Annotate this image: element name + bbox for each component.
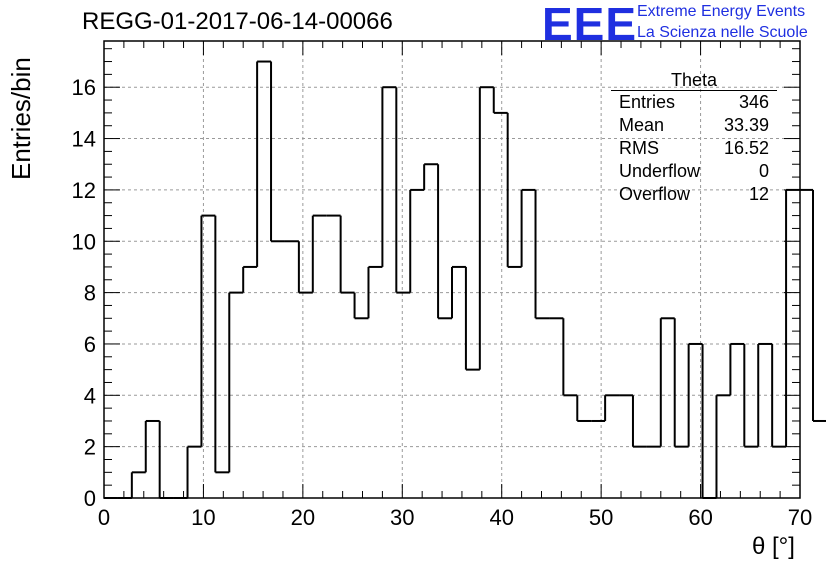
stats-value: 0	[758, 161, 769, 181]
x-tick-label: 70	[788, 505, 812, 530]
stats-value: 16.52	[723, 138, 769, 158]
stats-label: Underflow	[619, 161, 701, 181]
eee-logo: EEE	[542, 0, 638, 50]
stats-label: RMS	[619, 138, 659, 158]
stats-row: Entries 346	[611, 91, 777, 114]
y-tick-label: 6	[84, 332, 96, 357]
x-tick-label: 0	[98, 505, 110, 530]
stats-label: Mean	[619, 115, 665, 135]
plot-frame	[103, 40, 801, 499]
stats-value: 12	[748, 184, 769, 204]
x-tick-label: 40	[489, 505, 513, 530]
chart-title: REGG-01-2017-06-14-00066	[82, 8, 393, 35]
x-tick-label: 60	[688, 505, 712, 530]
x-tick-label: 50	[589, 505, 613, 530]
y-tick-label: 4	[84, 383, 96, 408]
logo-subtitle-1: Extreme Energy Events	[637, 3, 806, 20]
y-axis-label: Entries/bin	[6, 57, 36, 180]
y-tick-label: 10	[72, 229, 96, 254]
histogram-bars	[104, 60, 826, 499]
stats-row: Overflow 12	[611, 183, 777, 206]
stats-value: 346	[738, 92, 769, 112]
statistics-box: Theta Entries 346 Mean 33.39 RMS 16.52 U…	[611, 70, 777, 206]
stats-histogram-name: Theta	[611, 70, 777, 91]
tick-labels: 0 10 20 30 40 50 60 70 0 2 4 6 8 10 12 14 16	[72, 75, 813, 530]
axes	[103, 40, 801, 499]
stats-label: Entries	[619, 92, 676, 112]
x-tick-label: 20	[291, 505, 315, 530]
y-tick-label: 8	[84, 281, 96, 306]
y-tick-label: 14	[72, 127, 96, 152]
stats-value: 33.39	[723, 115, 769, 135]
stats-row: Underflow 0	[611, 160, 777, 183]
stats-label: Overflow	[619, 184, 691, 204]
y-tick-label: 2	[84, 435, 96, 460]
stats-row: RMS 16.52	[611, 137, 777, 160]
x-tick-label: 30	[390, 505, 414, 530]
x-tick-label: 10	[191, 505, 215, 530]
logo-subtitle-2: La Scienza nelle Scuole	[637, 24, 808, 41]
stats-row: Mean 33.39	[611, 114, 777, 137]
y-tick-label: 0	[84, 486, 96, 511]
y-tick-label: 12	[72, 178, 96, 203]
x-axis-label: θ [°]	[752, 533, 795, 560]
grid-lines	[104, 41, 800, 498]
y-tick-label: 16	[72, 75, 96, 100]
